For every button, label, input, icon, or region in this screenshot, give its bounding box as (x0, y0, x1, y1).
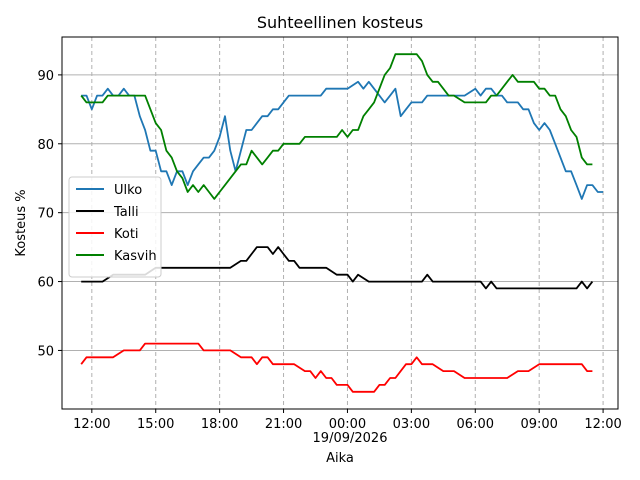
x-tick-label: 15:00 (137, 417, 174, 432)
x-tick-label: 21:00 (265, 417, 302, 432)
legend-box (68, 176, 162, 278)
series-layer (80, 53, 604, 393)
x-tick-label: 12:00 (73, 417, 110, 432)
x-tick-label: 06:00 (457, 417, 494, 432)
legend-label: Ulko (114, 183, 142, 198)
legend-label: Talli (113, 205, 139, 220)
y-tick-label: 50 (37, 344, 54, 359)
series-line-kasvih (80, 53, 593, 200)
x-tick-label: 00:00 (329, 417, 366, 432)
x-axis: 12:00 15:00 18:00 21:00 00:00 03:00 06:00 09:00… (73, 409, 622, 432)
y-axis-label: Kosteus % (14, 189, 29, 256)
y-axis: 50 60 70 80 90 (37, 69, 62, 359)
x-tick-label: 12:00 (584, 417, 621, 432)
x-tick-label: 18:00 (201, 417, 238, 432)
y-tick-label: 80 (37, 138, 54, 153)
legend-label: Kasvih (114, 249, 157, 264)
y-tick-label: 60 (37, 276, 54, 291)
series-line-koti (80, 342, 593, 393)
y-tick-label: 90 (37, 69, 54, 84)
series-line-ulko (81, 80, 604, 200)
x-axis-date-label: 19/09/2026 (313, 431, 388, 446)
legend-label: Koti (114, 227, 139, 242)
series-line-talli (81, 246, 594, 290)
chart-title: Suhteellinen kosteus (257, 13, 423, 32)
x-tick-label: 09:00 (520, 417, 557, 432)
y-tick-label: 70 (37, 207, 54, 222)
x-tick-label: 03:00 (393, 417, 430, 432)
legend: Ulko Talli Koti Kasvih (68, 176, 162, 278)
plot-frame (61, 36, 619, 410)
x-axis-label: Aika (326, 451, 354, 466)
